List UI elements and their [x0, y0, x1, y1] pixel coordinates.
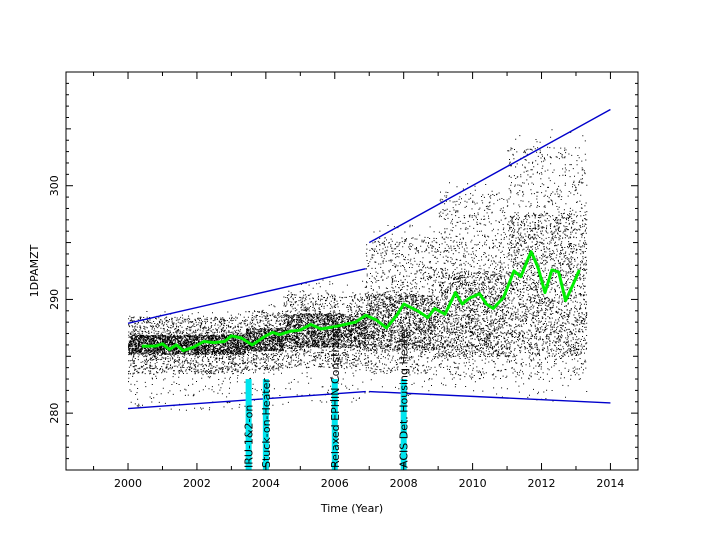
y-tick-label: 300 [48, 175, 61, 196]
event-marker-1 [262, 379, 269, 470]
event-marker-2 [331, 379, 338, 470]
event-markers: IRU-1&2-on Stuck-on-Heater Relaxed EPHIN C… [243, 326, 411, 470]
x-tick-label: 2008 [390, 477, 418, 490]
trend-line-group [141, 250, 581, 353]
axes: 2000 2002 2004 2006 2008 2010 2012 2014 280 290 30… [48, 71, 638, 490]
x-tick-label: 2014 [596, 477, 624, 490]
x-tick-label: 2002 [183, 477, 211, 490]
x-tick-label: 2000 [114, 477, 142, 490]
plot-frame [65, 71, 639, 471]
y-tick-label: 280 [48, 403, 61, 424]
lower-envelope-post-2007 [369, 390, 611, 404]
x-tick-label: 2010 [459, 477, 487, 490]
x-tick-label: 2012 [528, 477, 556, 490]
upper-envelope-pre-2007 [127, 268, 366, 324]
event-label-2: Relaxed EPHIN Constraint [329, 326, 342, 468]
event-label-0: IRU-1&2-on [243, 405, 256, 468]
x-tick-label: 2004 [252, 477, 280, 490]
y-axis-label: 1DPAMZT [28, 244, 41, 297]
event-label-1: Stuck-on-Heater [260, 378, 273, 468]
x-axis-label: Time (Year) [320, 502, 383, 515]
event-marker-3 [400, 379, 407, 470]
event-marker-0 [245, 379, 252, 470]
event-label-3: ACIS Det. Housing Heater [398, 327, 411, 468]
x-tick-label: 2006 [321, 477, 349, 490]
upper-envelope-post-2007 [368, 108, 611, 244]
y-tick-label: 290 [48, 289, 61, 310]
trend-line [141, 250, 581, 353]
